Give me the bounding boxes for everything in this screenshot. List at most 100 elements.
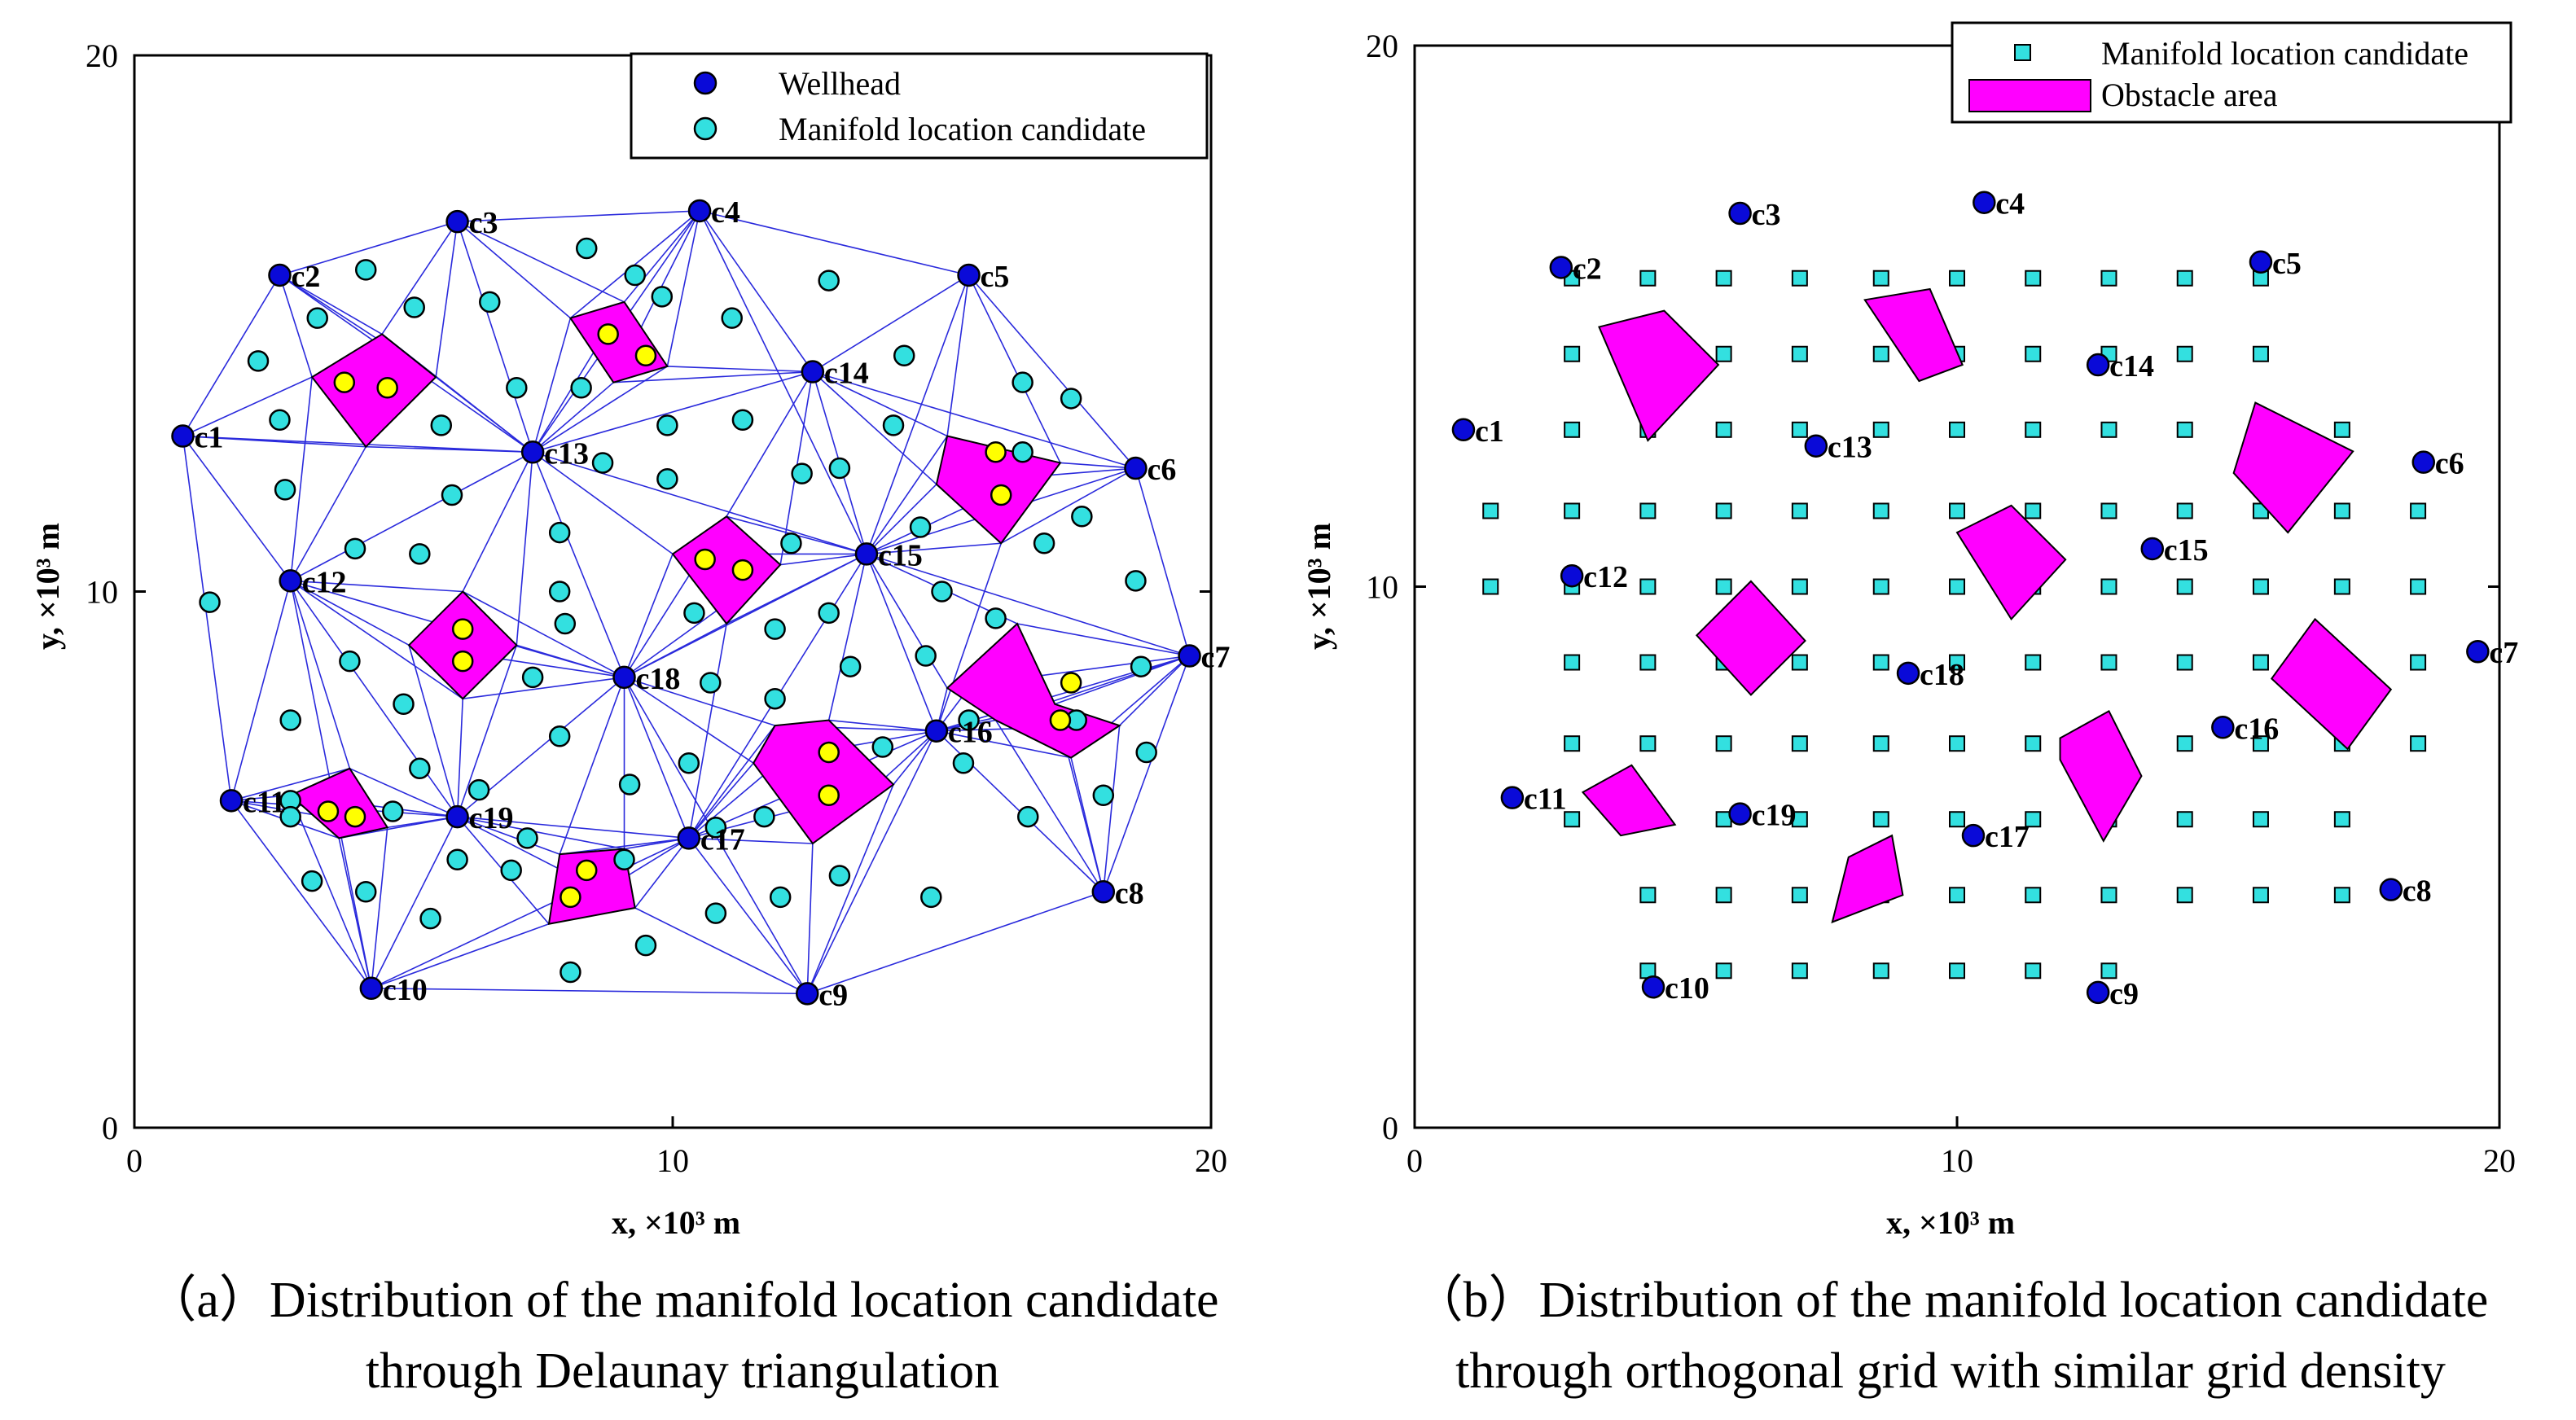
- wellhead-label: c13: [1828, 431, 1872, 465]
- obstacle-area: [568, 300, 669, 383]
- x-tick-label: 20: [2483, 1142, 2516, 1179]
- wellhead-point: [1804, 434, 1828, 458]
- mesh-edge: [182, 436, 232, 801]
- mesh-edge: [462, 451, 533, 592]
- manifold-candidate-point: [269, 409, 291, 432]
- wellhead-point: [924, 719, 949, 743]
- wellhead-label: c19: [1752, 799, 1797, 833]
- mesh-edge: [366, 445, 533, 454]
- grid-candidate-point: [2333, 887, 2350, 904]
- mesh-edge: [532, 451, 867, 555]
- obstacle-candidate-point: [1060, 672, 1082, 694]
- wellhead-point: [2249, 250, 2273, 274]
- mesh-edge: [182, 376, 313, 437]
- wellhead-label: c19: [469, 801, 514, 835]
- mesh-edge: [634, 837, 690, 909]
- grid-candidate-point: [1872, 962, 1889, 980]
- wellhead-label: c16: [948, 716, 993, 750]
- manifold-candidate-point: [731, 409, 754, 432]
- mesh-edge: [812, 370, 937, 485]
- grid-candidate-point: [1791, 735, 1808, 752]
- manifold-candidate-point: [570, 377, 592, 399]
- manifold-candidate-point: [1092, 784, 1115, 806]
- mesh-edge: [457, 816, 560, 855]
- mesh-edge: [666, 210, 700, 367]
- obstacle-area: [1831, 834, 1904, 924]
- wellhead-point: [2086, 980, 2110, 1005]
- mesh-edge: [289, 377, 313, 581]
- panel-b-wellheads: c1 c2 c3 c4 c5 c6 c7 c8 c9 c10 c11 c12 c13 c14 c15 c16 c…: [1451, 187, 2518, 1011]
- mesh-edge: [349, 768, 458, 817]
- obstacle-candidate-point: [344, 805, 366, 828]
- manifold-candidate-point: [985, 607, 1007, 629]
- obstacle-candidate-point: [575, 859, 598, 882]
- manifold-candidate-point: [591, 452, 614, 474]
- mesh-edge: [456, 645, 518, 817]
- mesh-edge: [279, 274, 313, 378]
- grid-candidate-point: [1715, 502, 1732, 519]
- manifold-candidate-point: [247, 350, 270, 372]
- mesh-edge: [290, 451, 533, 582]
- grid-candidate-point: [1715, 962, 1732, 980]
- mesh-edge: [1134, 467, 1191, 656]
- mesh-edge: [435, 221, 459, 378]
- mesh-edge: [457, 816, 689, 839]
- mesh-edge: [624, 677, 775, 726]
- legend-wellhead-marker: [693, 71, 718, 95]
- mesh-edge: [866, 436, 948, 554]
- wellhead-label: c1: [1475, 414, 1504, 449]
- grid-candidate-point: [1564, 502, 1581, 519]
- obstacle-candidate-point: [376, 377, 398, 399]
- panel-a-delaunay-mesh: [182, 210, 1191, 995]
- mesh-edge: [1103, 655, 1191, 892]
- mesh-edge: [559, 677, 625, 855]
- manifold-candidate-point: [624, 264, 646, 287]
- obstacle-area: [407, 590, 518, 700]
- manifold-candidate-point: [958, 709, 980, 731]
- mesh-edge: [462, 590, 625, 678]
- legend-obstacle-swatch: [1968, 79, 2091, 112]
- mesh-edge: [699, 210, 969, 276]
- manifold-candidate-point: [446, 848, 468, 870]
- wellhead-point: [520, 440, 545, 464]
- obstacle-area: [1863, 287, 1964, 383]
- grid-candidate-point: [1639, 578, 1657, 595]
- wellhead-label: c1: [194, 421, 223, 455]
- y-tick-label: 10: [1366, 569, 1398, 606]
- manifold-candidate-point: [430, 414, 453, 436]
- mesh-edge: [516, 644, 625, 678]
- mesh-edge: [968, 274, 1137, 469]
- wellhead-label: c17: [700, 822, 745, 857]
- grid-candidate-point: [1791, 578, 1808, 595]
- mesh-edge: [408, 645, 459, 817]
- caption-b-line2: through orthogonal grid with similar gri…: [1455, 1343, 2446, 1399]
- grid-candidate-point: [1872, 421, 1889, 438]
- grid-candidate-point: [2025, 502, 2042, 519]
- mesh-edge: [688, 725, 776, 839]
- panel-b-ticks: 0 10 20 0 10 20: [1366, 28, 2516, 1179]
- mesh-edge: [1070, 757, 1104, 892]
- mesh-edge: [688, 762, 754, 839]
- grid-candidate-point: [1949, 654, 1965, 671]
- manifold-candidate-point: [441, 484, 463, 506]
- manifold-candidate-point: [500, 859, 522, 882]
- wellhead-label: c5: [2272, 247, 2302, 281]
- panel-a-legend-box: [630, 52, 1209, 160]
- wellhead-label: c9: [818, 978, 848, 1012]
- manifold-candidate-point: [279, 709, 301, 731]
- grid-candidate-point: [1872, 578, 1889, 595]
- manifold-candidate-point: [1012, 441, 1033, 463]
- manifold-candidate-point: [548, 725, 571, 747]
- grid-candidate-point: [1639, 735, 1657, 752]
- wellhead-point: [677, 826, 701, 850]
- y-tick-label: 10: [86, 574, 118, 611]
- grid-candidate-point: [1949, 811, 1965, 828]
- legend-grid-label: Manifold location candidate: [2101, 35, 2468, 72]
- grid-candidate-point: [2410, 654, 2427, 671]
- obstacle-candidate-point: [634, 344, 657, 367]
- grid-candidate-point: [1715, 578, 1732, 595]
- mesh-edge: [624, 677, 754, 764]
- grid-candidate-point: [2025, 735, 2042, 752]
- grid-candidate-point: [2025, 421, 2042, 438]
